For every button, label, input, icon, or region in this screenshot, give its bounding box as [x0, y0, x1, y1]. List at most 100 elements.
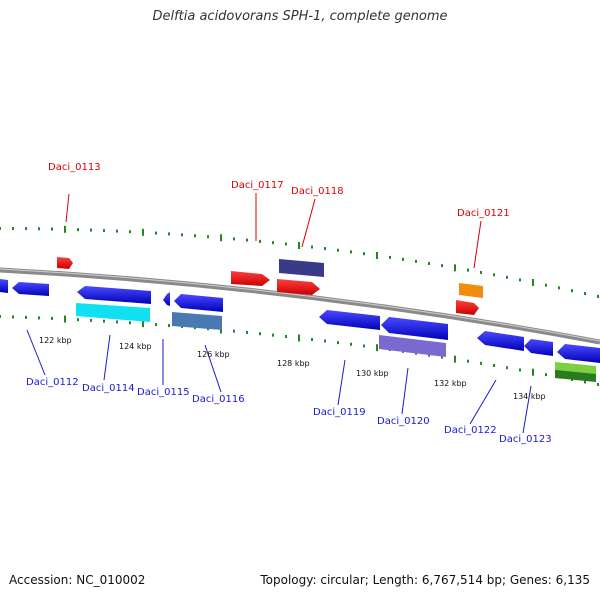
label-daci-0119[interactable]: Daci_0119	[313, 407, 366, 418]
label-daci-0114[interactable]: Daci_0114	[82, 383, 135, 394]
gene-daci-0123-green-dark[interactable]	[555, 370, 596, 382]
gene-daci-0122b[interactable]	[524, 339, 553, 356]
gene-daci-0120[interactable]	[381, 317, 448, 340]
reverse-minor-tick	[597, 383, 599, 387]
gene-daci-0116-steel[interactable]	[172, 312, 222, 330]
label-daci-0120[interactable]: Daci_0120	[377, 416, 430, 427]
reverse-minor-tick	[51, 316, 53, 320]
reverse-major-tick	[376, 344, 378, 352]
forward-minor-tick	[233, 237, 235, 241]
forward-minor-tick	[324, 247, 326, 251]
label-daci-0113[interactable]: Daci_0113	[48, 162, 101, 173]
gene-daci-0116[interactable]	[174, 294, 223, 312]
forward-minor-tick	[259, 239, 261, 243]
reverse-minor-tick	[441, 355, 443, 359]
label-daci-0117[interactable]: Daci_0117	[231, 180, 284, 191]
gene-daci-0115[interactable]	[163, 292, 170, 306]
forward-major-tick	[64, 225, 66, 233]
forward-major-tick	[298, 241, 300, 249]
reverse-minor-tick	[129, 321, 131, 325]
forward-minor-tick	[558, 286, 560, 290]
forward-minor-tick	[571, 289, 573, 293]
reverse-major-tick	[532, 368, 534, 376]
forward-minor-tick	[103, 229, 105, 233]
reverse-minor-tick	[467, 359, 469, 363]
gene-daci-0121[interactable]	[456, 300, 479, 315]
label-daci-0115[interactable]: Daci_0115	[137, 387, 190, 398]
reverse-minor-tick	[428, 353, 430, 357]
reverse-major-tick	[454, 355, 456, 363]
forward-minor-tick	[337, 248, 339, 252]
forward-minor-tick	[415, 259, 417, 263]
gene-daci-0120-lavender[interactable]	[379, 335, 446, 357]
forward-minor-tick	[116, 229, 118, 233]
forward-minor-tick	[155, 231, 157, 235]
forward-minor-tick	[194, 234, 196, 238]
forward-minor-tick	[51, 227, 53, 231]
forward-minor-tick	[428, 261, 430, 265]
reverse-minor-tick	[233, 329, 235, 333]
forward-major-tick	[532, 278, 534, 286]
forward-minor-tick	[90, 228, 92, 232]
forward-major-tick	[220, 234, 222, 242]
gene-daci-0114-cyan[interactable]	[76, 303, 150, 322]
forward-minor-tick	[441, 264, 443, 268]
label-daci-0116[interactable]: Daci_0116	[192, 394, 245, 405]
reverse-minor-tick	[77, 318, 79, 322]
reverse-minor-tick	[337, 341, 339, 345]
forward-minor-tick	[168, 232, 170, 236]
scale-label-122kbp: 122 kbp	[39, 336, 72, 345]
forward-minor-tick	[0, 227, 1, 230]
reverse-minor-tick	[285, 335, 287, 339]
reverse-minor-tick	[116, 320, 118, 324]
forward-minor-tick	[402, 257, 404, 261]
scale-label-132kbp: 132 kbp	[434, 379, 467, 388]
forward-tick-row	[0, 225, 599, 298]
label-daci-0121[interactable]: Daci_0121	[457, 208, 510, 219]
label-daci-0123[interactable]: Daci_0123	[499, 434, 552, 445]
forward-minor-tick	[584, 292, 586, 296]
gene-daci-0118[interactable]	[277, 279, 320, 295]
label-daci-0112[interactable]: Daci_0112	[26, 377, 79, 388]
label-daci-0122[interactable]: Daci_0122	[444, 425, 497, 436]
reverse-minor-tick	[168, 324, 170, 328]
forward-minor-tick	[493, 273, 495, 277]
scale-label-128kbp: 128 kbp	[277, 359, 310, 368]
gene-daci-0114[interactable]	[77, 286, 151, 304]
forward-minor-tick	[181, 233, 183, 237]
genome-backbone	[0, 267, 600, 345]
forward-minor-tick	[597, 294, 599, 298]
reverse-minor-tick	[545, 373, 547, 377]
forward-minor-tick	[480, 270, 482, 274]
forward-minor-tick	[272, 241, 274, 245]
forward-minor-tick	[25, 227, 27, 231]
label-daci-0118[interactable]: Daci_0118	[291, 186, 344, 197]
reverse-minor-tick	[259, 332, 261, 336]
reverse-minor-tick	[272, 333, 274, 337]
forward-minor-tick	[38, 227, 40, 231]
forward-major-tick	[376, 252, 378, 260]
gene-daci-0112[interactable]	[12, 282, 49, 296]
reverse-major-tick	[64, 315, 66, 323]
gene-daci-0111[interactable]	[0, 279, 8, 293]
gene-daci-0122[interactable]	[477, 331, 524, 351]
forward-minor-tick	[12, 227, 14, 231]
reverse-minor-tick	[311, 337, 313, 341]
reverse-minor-tick	[584, 380, 586, 384]
reverse-major-tick	[142, 320, 144, 328]
gene-daci-0119[interactable]	[319, 310, 380, 330]
reverse-minor-tick	[25, 315, 27, 319]
gene-daci-0123[interactable]	[557, 344, 600, 363]
forward-minor-tick	[350, 250, 352, 254]
accession-text: Accession: NC_010002	[9, 573, 146, 587]
gene-daci-0117[interactable]	[231, 271, 270, 286]
gene-daci-0113[interactable]	[57, 257, 73, 269]
reverse-minor-tick	[155, 323, 157, 327]
forward-minor-tick	[311, 245, 313, 249]
reverse-major-tick	[220, 326, 222, 334]
forward-minor-tick	[246, 238, 248, 242]
scale-label-124kbp: 124 kbp	[119, 342, 152, 351]
gene-daci-0118-paralog[interactable]	[279, 259, 324, 277]
gene-daci-0121-upper[interactable]	[459, 283, 483, 298]
forward-minor-tick	[389, 255, 391, 259]
